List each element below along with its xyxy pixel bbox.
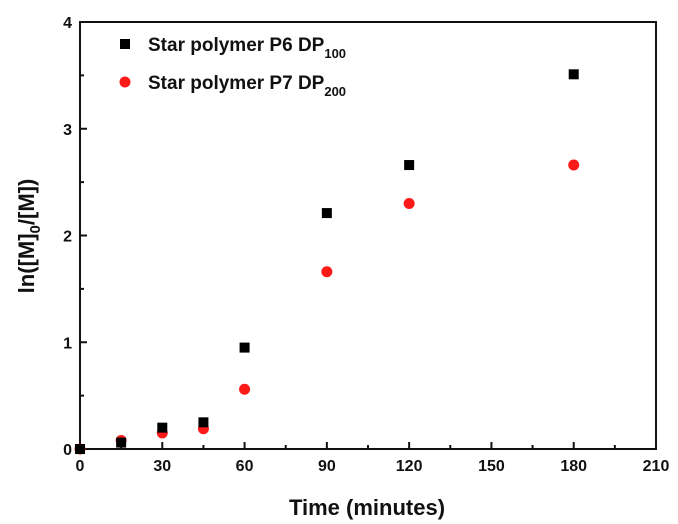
x-tick-label: 60 [236,458,254,475]
x-tick-label: 30 [153,458,171,475]
data-marks [74,69,580,455]
y-axis-title-sub: 0 [27,225,44,233]
legend-entry: Star polymer P6 DP100 [148,35,346,61]
y-tick-label: 0 [63,442,72,459]
x-tick-label: 150 [478,458,505,475]
p7-point [321,266,333,278]
x-tick-label: 90 [318,458,336,475]
y-axis-title: ln([M]0/[M]) [14,179,44,294]
x-axis-title: Time (minutes) [289,495,445,520]
y-axis-title-suffix: /[M]) [14,179,39,225]
p6-point [198,417,209,428]
legend-entry-sub: 200 [324,84,346,99]
x-tick-label: 0 [76,458,85,475]
p7-point [568,159,580,171]
p7-point [239,383,251,395]
y-tick-label: 1 [63,335,72,352]
legend-entry-name: Star polymer P7 DP [148,73,325,94]
legend-entry-name: Star polymer P6 DP [148,35,325,56]
legend: Star polymer P6 DP100 Star polymer P7 DP2… [119,35,346,99]
x-tick-label: 180 [560,458,587,475]
x-tick-label: 120 [396,458,423,475]
p6-point [404,160,415,171]
y-tick-label: 2 [63,229,72,246]
p6-point [568,69,579,80]
y-tick-label: 3 [63,122,72,139]
p7-point [403,197,415,209]
p6-point [116,437,127,448]
p6-point [157,422,168,433]
legend-marker [120,39,130,49]
legend-entry-sub: 100 [324,46,346,61]
p6-point [321,208,332,219]
legend-marker [119,76,131,88]
p6-point [239,342,250,353]
y-tick-label: 4 [63,15,72,32]
p6-point [75,444,85,454]
y-axis-title-prefix: ln([M] [14,233,39,293]
x-tick-label: 210 [643,458,670,475]
ticks: 0 30 60 90 120 150 180 210 0 1 2 3 4 [63,15,669,475]
legend-entry: Star polymer P7 DP200 [148,73,346,99]
